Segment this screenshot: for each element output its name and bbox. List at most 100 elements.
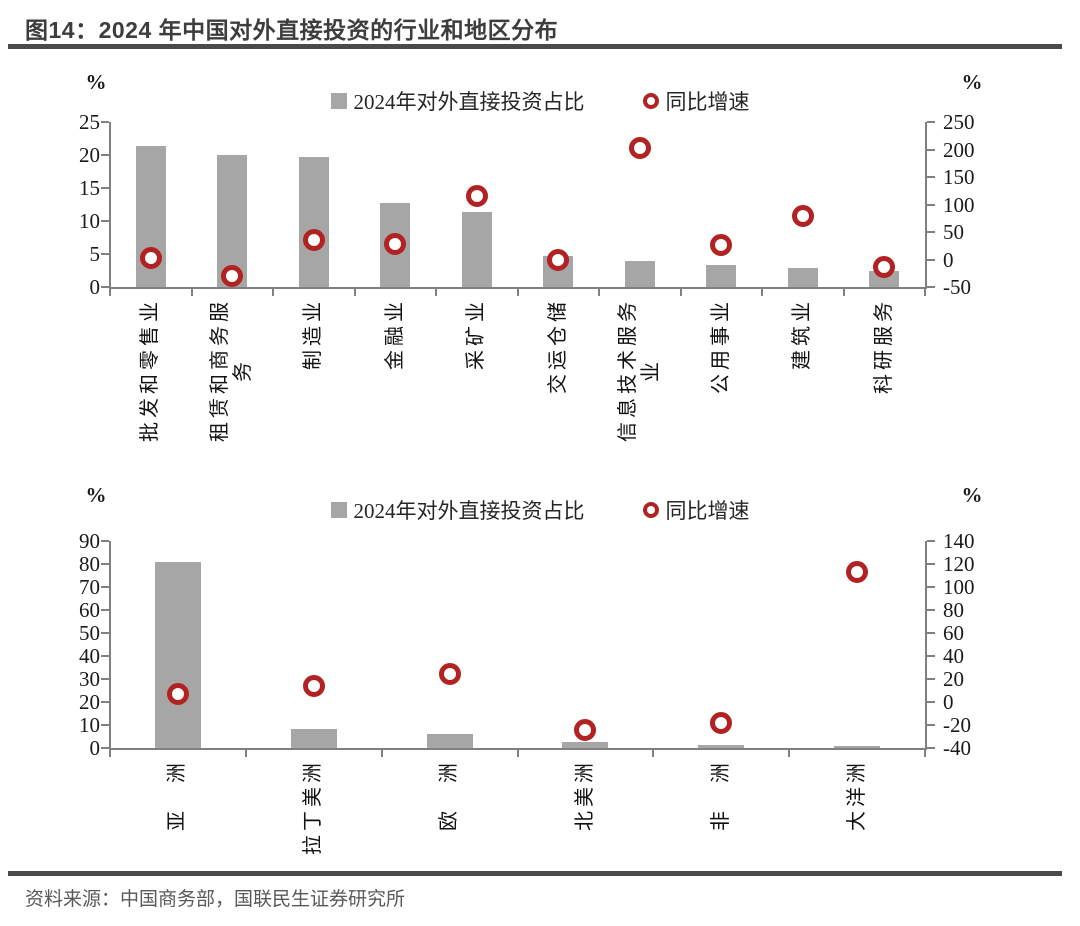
- right-axis-tick: [927, 540, 935, 542]
- right-axis-tick-label: 80: [943, 598, 964, 622]
- x-axis-tick: [924, 750, 926, 757]
- y-axis-right: [925, 122, 927, 289]
- bar-信息技术服务业: [624, 261, 655, 287]
- bar-非洲: [698, 744, 745, 748]
- right-axis-tick: [927, 148, 935, 151]
- bar-欧洲: [426, 733, 473, 748]
- bar-swatch-icon: [330, 502, 347, 518]
- yoy-marker-拉丁美洲: [302, 674, 325, 697]
- right-axis-tick: [927, 655, 935, 657]
- x-category-label: 北美洲: [573, 759, 596, 831]
- figure-title: 图14：2024 年中国对外直接投资的行业和地区分布: [25, 17, 559, 43]
- x-category-label: 建筑业: [791, 298, 814, 370]
- left-axis-unit: %: [85, 70, 107, 94]
- title-underline: [8, 44, 1062, 49]
- yoy-marker-大洋洲: [846, 561, 869, 584]
- left-axis-tick: [101, 747, 109, 749]
- x-axis-tick: [761, 289, 763, 296]
- x-category-label: 信息技术服务业: [616, 298, 662, 442]
- right-axis-unit: %: [961, 70, 983, 94]
- right-axis-tick: [927, 632, 935, 634]
- legend-label: 同比增速: [665, 499, 750, 523]
- right-axis-tick-label: 100: [943, 192, 975, 217]
- right-axis-tick: [927, 747, 935, 749]
- yoy-marker-租赁和商务服务: [221, 265, 244, 287]
- x-category-label: 亚 洲: [166, 759, 189, 831]
- legend-item-share: 2024年对外直接投资占比: [330, 86, 585, 116]
- right-axis-tick-label: 50: [943, 220, 964, 244]
- right-axis-tick-label: -40: [943, 736, 971, 760]
- x-axis-tick: [109, 289, 111, 296]
- legend-item-growth: 同比增速: [642, 86, 750, 116]
- source-divider: [8, 871, 1062, 876]
- left-axis-tick: [101, 187, 109, 189]
- yoy-marker-非洲: [710, 711, 733, 734]
- left-axis-tick-label: 5: [89, 242, 101, 266]
- left-axis-tick-label: 10: [79, 209, 100, 233]
- right-axis-tick-label: 0: [943, 247, 954, 272]
- right-axis-tick: [927, 286, 935, 288]
- right-axis-tick: [927, 121, 935, 123]
- right-axis-tick: [927, 258, 935, 261]
- left-axis-tick: [101, 678, 109, 680]
- circle-marker-icon: [642, 502, 659, 518]
- left-axis-tick: [101, 609, 109, 611]
- x-axis-tick: [516, 289, 519, 296]
- right-axis-tick: [927, 609, 935, 611]
- right-axis-tick-label: 40: [943, 644, 964, 668]
- left-axis-tick: [101, 724, 109, 726]
- right-axis-tick-label: 60: [943, 621, 964, 645]
- legend-item-growth: 同比增速: [642, 495, 750, 525]
- x-axis-tick: [244, 750, 247, 757]
- legend: 2024年对外直接投资占比 同比增速: [0, 495, 1080, 525]
- bar-批发和零售业: [135, 146, 166, 287]
- left-axis-tick: [101, 540, 109, 542]
- x-category-label: 交运仓储: [546, 298, 569, 394]
- left-axis-tick: [101, 286, 109, 288]
- bar-科研服务: [869, 270, 900, 287]
- bar-交运仓储: [543, 255, 574, 287]
- legend-item-share: 2024年对外直接投资占比: [330, 495, 585, 525]
- x-category-label: 拉丁美洲: [302, 759, 325, 855]
- bar-制造业: [298, 156, 329, 287]
- x-axis-tick: [353, 289, 356, 296]
- yoy-marker-科研服务: [873, 255, 896, 278]
- left-axis-tick-label: 0: [89, 275, 101, 299]
- x-category-label: 批发和零售业: [139, 298, 162, 442]
- x-axis-tick: [924, 289, 926, 296]
- bar-租赁和商务服务: [217, 155, 248, 287]
- yoy-marker-交运仓储: [547, 248, 570, 271]
- y-axis-left: [109, 122, 111, 289]
- bar-金融业: [380, 203, 411, 287]
- yoy-marker-信息技术服务业: [628, 136, 651, 159]
- legend: 2024年对外直接投资占比 同比增速: [0, 86, 1080, 116]
- legend-label: 2024年对外直接投资占比: [353, 90, 585, 114]
- right-axis-tick: [927, 231, 935, 233]
- left-axis-tick-label: 90: [79, 529, 100, 553]
- x-axis-tick: [435, 289, 437, 296]
- left-axis-tick: [101, 220, 109, 222]
- legend-label: 2024年对外直接投资占比: [353, 499, 585, 523]
- right-axis-tick: [927, 678, 935, 680]
- x-category-label: 欧 洲: [438, 759, 461, 831]
- right-axis-tick-label: 120: [943, 552, 975, 576]
- x-axis-tick: [788, 750, 791, 757]
- x-axis: [109, 748, 927, 750]
- yoy-marker-批发和零售业: [139, 247, 162, 270]
- x-category-label: 公用事业: [709, 298, 732, 394]
- left-axis-tick-label: 0: [89, 736, 101, 760]
- bar-亚洲: [154, 562, 201, 748]
- yoy-marker-欧洲: [438, 663, 461, 686]
- x-axis-tick: [190, 289, 193, 296]
- circle-marker-icon: [642, 93, 659, 109]
- y-axis-right: [925, 541, 927, 750]
- x-category-label: 租赁和商务服务: [209, 298, 255, 442]
- x-category-label: 科研服务: [872, 298, 895, 394]
- x-axis: [109, 287, 927, 289]
- right-axis-tick: [927, 203, 935, 206]
- left-axis-tick-label: 60: [79, 598, 100, 622]
- bar-建筑业: [787, 267, 818, 287]
- yoy-marker-采矿业: [465, 185, 488, 208]
